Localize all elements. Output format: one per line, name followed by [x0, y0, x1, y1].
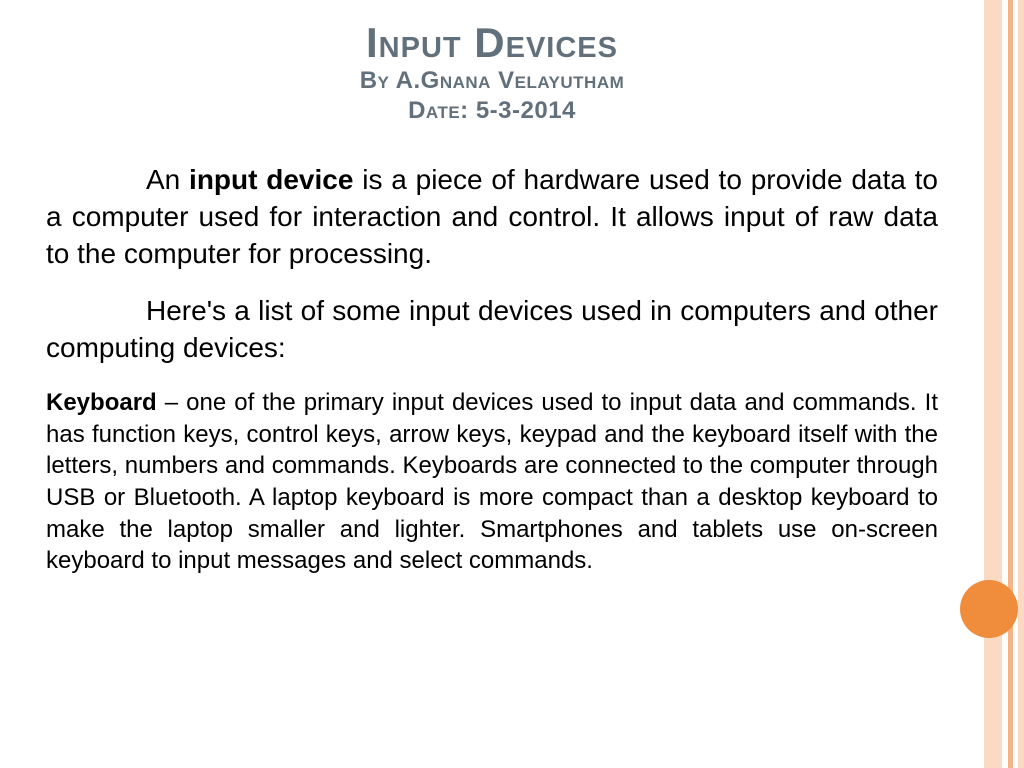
paragraph-keyboard: Keyboard – one of the primary input devi… [46, 387, 938, 577]
paragraph-list-intro: Here's a list of some input devices used… [46, 293, 938, 367]
slide-title: Input Devices [46, 20, 938, 66]
slide-author: By A.Gnana Velayutham [46, 66, 938, 96]
stripe-5 [1018, 0, 1024, 768]
slide-date: Date: 5-3-2014 [46, 96, 938, 126]
paragraph-intro: An input device is a piece of hardware u… [46, 162, 938, 273]
slide-content: Input Devices By A.Gnana Velayutham Date… [0, 0, 984, 768]
orange-circle-decor [960, 580, 1018, 638]
para3-bold: Keyboard [46, 389, 157, 416]
stripe-1 [984, 0, 1002, 768]
para1-pre: An [146, 164, 189, 195]
slide-page: Input Devices By A.Gnana Velayutham Date… [0, 0, 1024, 768]
para3-post: – one of the primary input devices used … [46, 389, 938, 574]
para1-bold: input device [189, 164, 353, 195]
right-border-stripes [984, 0, 1024, 768]
